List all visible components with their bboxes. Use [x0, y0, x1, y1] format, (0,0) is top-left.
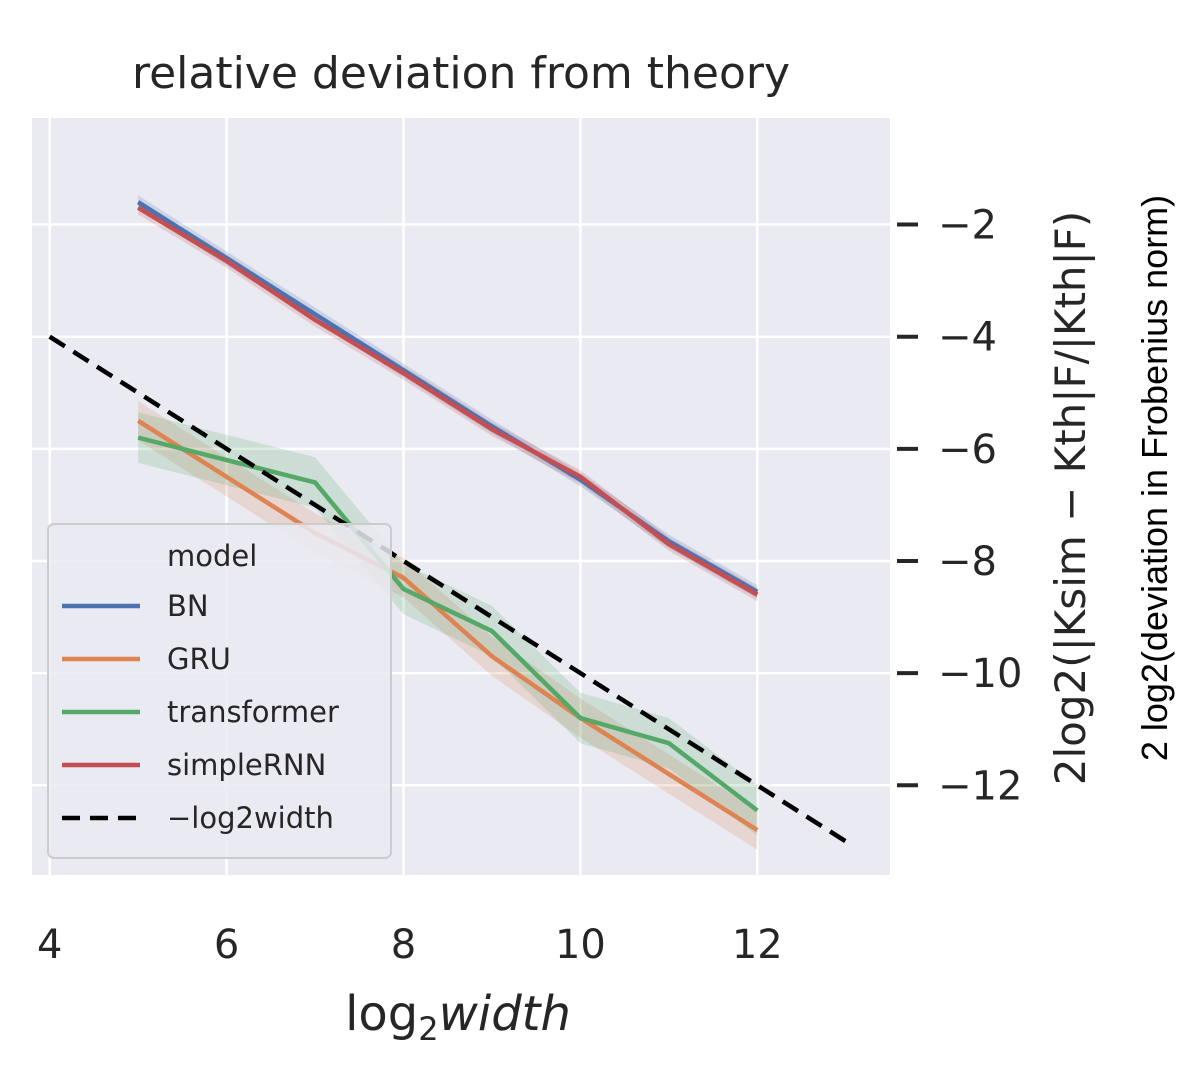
- chart-title: relative deviation from theory: [132, 48, 790, 99]
- x-tick-label-4: 12: [732, 922, 783, 968]
- series-line-simplernn: [136, 205, 759, 597]
- legend: model BN GRU transformer simpleRNN −log2widt…: [47, 523, 392, 859]
- legend-label-4: −log2width: [167, 801, 334, 835]
- series-line-gru: [136, 418, 759, 833]
- y-tick-label-3: −8: [938, 539, 997, 585]
- y-tick-label-2: −6: [938, 427, 997, 473]
- series-lines: [48, 200, 847, 844]
- y-ticks: −2 −4 −6 −8 −10 −12: [897, 203, 1022, 809]
- y-tick-label-4: −10: [938, 651, 1022, 697]
- y-tick-label-1: −4: [938, 315, 997, 361]
- y-tick-label-0: −2: [938, 203, 997, 249]
- legend-label-0: BN: [167, 589, 209, 623]
- x-tick-label-3: 10: [555, 922, 606, 968]
- x-tick-labels: 4 6 8 10 12: [37, 922, 783, 968]
- legend-label-3: simpleRNN: [167, 748, 326, 782]
- legend-title: model: [167, 539, 257, 573]
- series-line-transformer: [137, 435, 759, 813]
- band-gru: [138, 401, 758, 850]
- legend-label-2: transformer: [167, 695, 339, 729]
- legend-label-1: GRU: [167, 642, 231, 676]
- x-tick-label-0: 4: [37, 922, 62, 968]
- reference-line-neg-log2-width: [48, 334, 847, 844]
- x-tick-label-1: 6: [214, 922, 239, 968]
- y-tick-label-5: −12: [938, 763, 1022, 809]
- y-axis-label: 2log2(|Ksim − Kth|F/|Kth|F): [1046, 211, 1095, 785]
- y-axis-annotation: 2 log2(deviation in Frobenius norm): [1134, 195, 1175, 761]
- x-tick-label-2: 8: [391, 922, 416, 968]
- x-axis-label: log2width: [345, 986, 571, 1048]
